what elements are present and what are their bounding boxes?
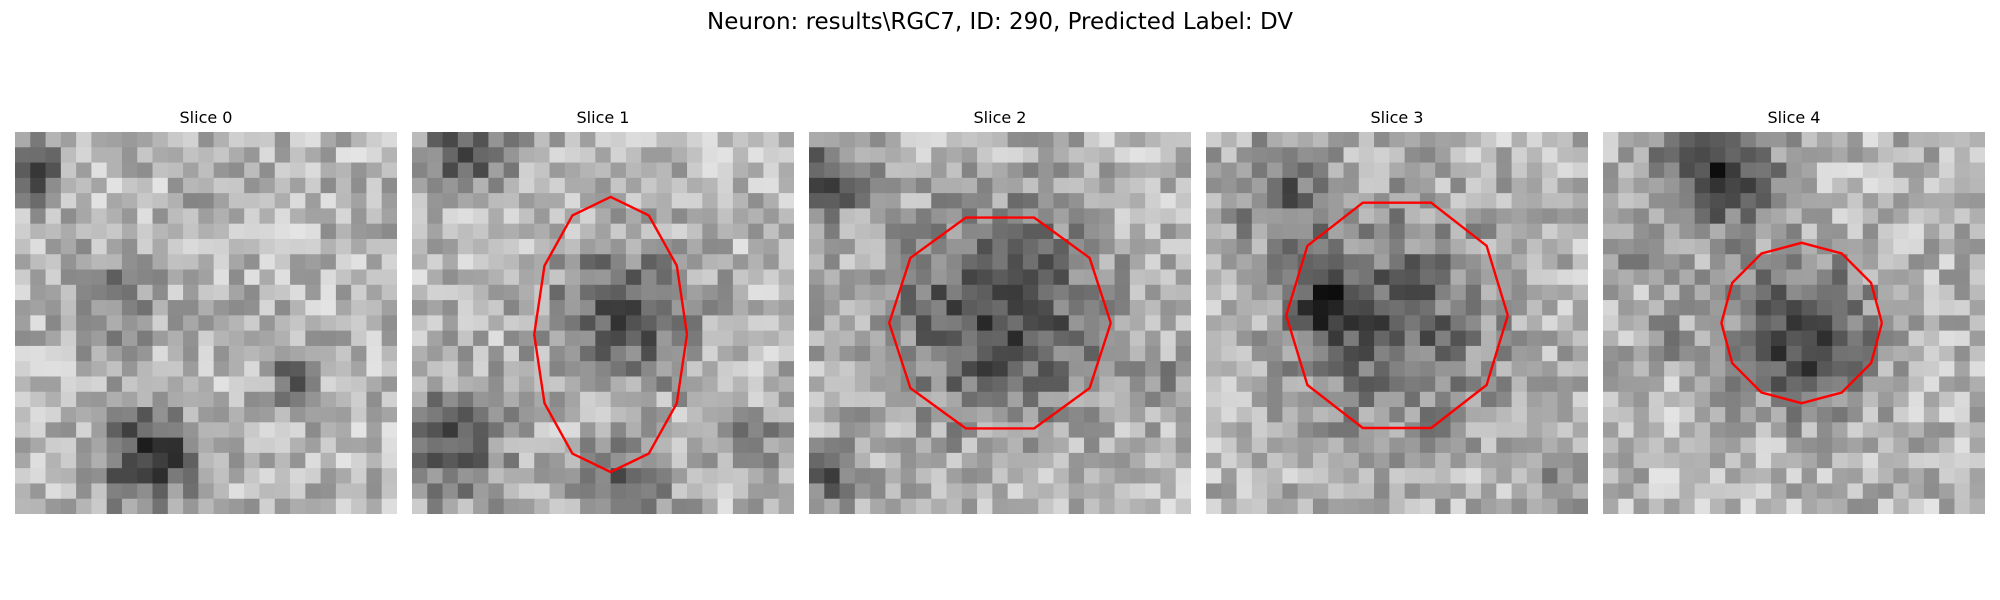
slice-image-0 (15, 132, 397, 514)
roi-contour (532, 195, 689, 474)
slice-title-3: Slice 3 (1370, 108, 1424, 127)
slice-panel-0: Slice 0 (15, 108, 397, 514)
roi-contour (887, 216, 1112, 430)
figure-title: Neuron: results\RGC7, ID: 290, Predicted… (706, 9, 1294, 35)
slice-title-2: Slice 2 (973, 108, 1027, 127)
slice-title-0: Slice 0 (179, 108, 233, 127)
slice-image-1 (412, 132, 794, 514)
roi-contour (1720, 241, 1884, 405)
slice-title-4: Slice 4 (1767, 108, 1821, 127)
slice-image-4 (1603, 132, 1985, 514)
slice-image-2 (809, 132, 1191, 514)
roi-contour (1284, 201, 1509, 430)
slice-panel-3: Slice 3 (1206, 108, 1588, 514)
slice-title-1: Slice 1 (576, 108, 630, 127)
slice-panel-1: Slice 1 (412, 108, 794, 514)
slice-panel-4: Slice 4 (1603, 108, 1985, 514)
slice-panel-2: Slice 2 (809, 108, 1191, 514)
slice-image-3 (1206, 132, 1588, 514)
